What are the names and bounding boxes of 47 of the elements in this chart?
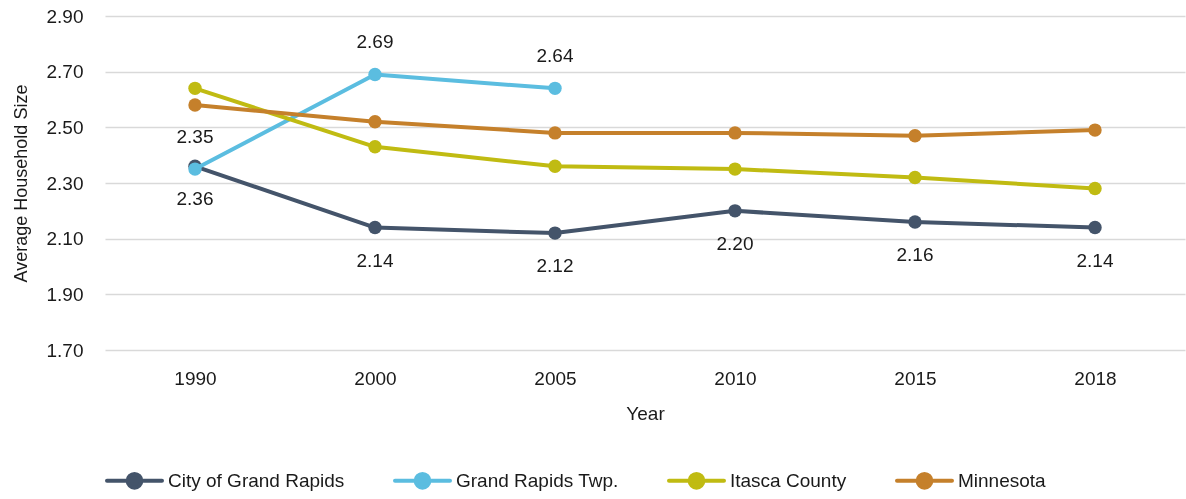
- data-label: 2.14: [356, 249, 394, 271]
- point: [368, 67, 382, 82]
- point: [548, 81, 562, 96]
- legend-label: City of Grand Rapids: [168, 469, 345, 491]
- data-label: 2.12: [536, 255, 574, 277]
- point: [188, 81, 202, 96]
- y-tick-label: 2.70: [46, 61, 84, 83]
- data-label: 2.69: [356, 31, 394, 53]
- y-tick-label: 1.90: [46, 283, 84, 305]
- y-tick-label: 2.10: [46, 228, 84, 250]
- point: [1088, 181, 1102, 196]
- x-tick-label: 2018: [1074, 367, 1117, 389]
- data-label: 2.16: [896, 243, 934, 265]
- data-label: 2.20: [716, 232, 754, 254]
- point: [908, 128, 922, 143]
- point: [188, 98, 202, 112]
- legend-label: Minnesota: [958, 469, 1047, 491]
- x-tick-label: 2005: [534, 367, 577, 389]
- point: [548, 126, 562, 140]
- data-label: 2.14: [1076, 249, 1114, 271]
- y-tick-label: 1.70: [46, 339, 84, 361]
- y-tick-label: 2.90: [46, 5, 84, 27]
- point: [728, 204, 742, 218]
- legend-label: Itasca County: [730, 469, 847, 491]
- x-tick-label: 2010: [714, 367, 757, 389]
- point: [908, 215, 922, 229]
- point: [548, 159, 562, 173]
- point: [368, 220, 382, 235]
- point: [908, 170, 922, 185]
- point: [728, 126, 742, 140]
- x-tick-label: 2015: [894, 367, 937, 389]
- data-label: 2.36: [176, 188, 214, 210]
- x-tick-label: 1990: [174, 367, 217, 389]
- point: [1088, 123, 1102, 137]
- data-label: 2.64: [536, 45, 574, 67]
- point: [548, 226, 562, 240]
- legend-label: Grand Rapids Twp.: [456, 469, 619, 491]
- y-tick-label: 2.50: [46, 116, 84, 138]
- point: [368, 115, 382, 129]
- data-label: 2.35: [176, 126, 214, 148]
- y-axis-title: Average Household Size: [10, 84, 31, 283]
- y-tick-label: 2.30: [46, 172, 84, 194]
- x-tick-label: 2000: [354, 367, 397, 389]
- x-axis-title: Year: [626, 402, 666, 424]
- point: [1088, 220, 1102, 235]
- point: [728, 162, 742, 176]
- point: [368, 140, 382, 154]
